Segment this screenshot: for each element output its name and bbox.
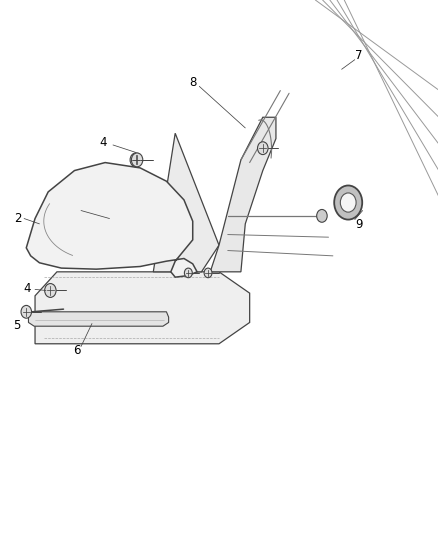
Text: 7: 7 — [355, 50, 363, 62]
Circle shape — [334, 185, 362, 220]
Polygon shape — [35, 272, 250, 344]
Polygon shape — [28, 312, 169, 326]
Text: 4: 4 — [23, 282, 31, 295]
Circle shape — [131, 153, 143, 167]
Circle shape — [317, 209, 327, 222]
Circle shape — [258, 142, 268, 155]
Text: 8: 8 — [189, 76, 196, 89]
Text: 6: 6 — [73, 344, 81, 357]
Circle shape — [45, 284, 56, 297]
Polygon shape — [153, 133, 219, 272]
Text: 4: 4 — [99, 136, 107, 149]
Text: 2: 2 — [14, 212, 21, 225]
Circle shape — [130, 153, 141, 167]
Text: 5: 5 — [13, 319, 20, 332]
Circle shape — [340, 193, 356, 212]
Circle shape — [184, 268, 192, 278]
Text: 1: 1 — [73, 201, 81, 214]
Text: 9: 9 — [355, 219, 363, 231]
Polygon shape — [26, 163, 197, 277]
Circle shape — [21, 305, 32, 318]
Circle shape — [204, 268, 212, 278]
Polygon shape — [210, 117, 276, 272]
